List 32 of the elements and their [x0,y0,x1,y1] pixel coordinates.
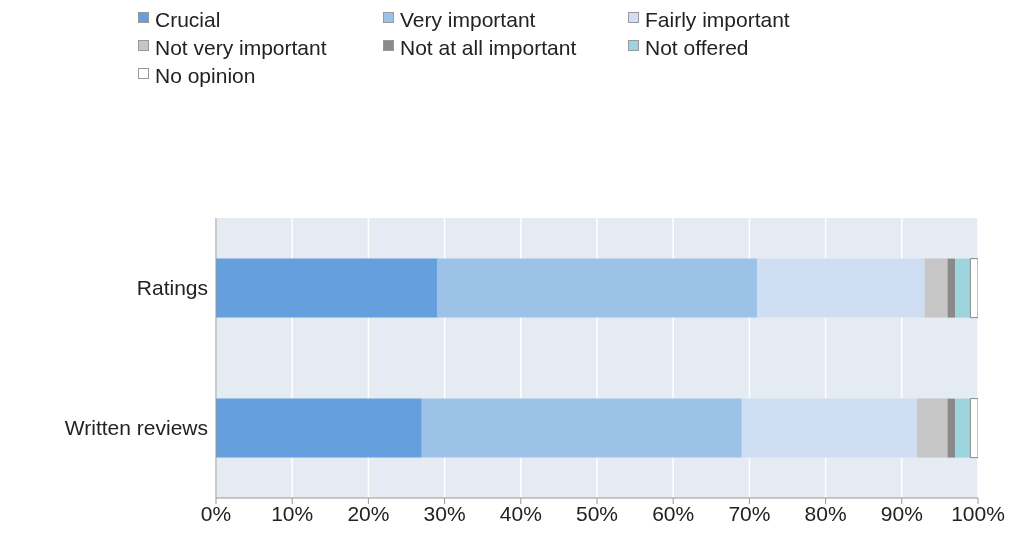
legend-label: Not at all important [400,36,577,60]
legend-label: Crucial [155,8,221,32]
bar [917,398,948,458]
x-tick-label: 60% [652,501,695,525]
bar [947,258,956,318]
legend-label: Not offered [645,36,749,60]
legend-label: No opinion [155,64,256,88]
x-tick-label: 10% [271,501,314,525]
legend-label: Not very important [155,36,327,60]
x-tick-label: 90% [880,501,923,525]
bar [924,258,948,318]
x-tick-label: 50% [575,501,619,525]
x-tick-label: 30% [423,501,466,525]
bar [741,398,918,458]
bar [955,258,971,318]
x-tick-label: 80% [804,501,847,525]
bar [216,258,437,318]
y-tick-label: Ratings [136,276,208,300]
bar [436,258,758,318]
legend-label: Fairly important [645,8,790,32]
x-tick-label: 40% [499,501,542,525]
bar [421,398,742,458]
bar [216,398,422,458]
legend-label: Very important [400,8,536,32]
y-tick-label: Written reviews [64,416,208,440]
x-tick-label: 70% [728,501,771,525]
bar [955,398,971,458]
bar [947,398,956,458]
x-tick-label: 100% [951,501,1005,525]
x-tick-label: 20% [347,501,390,525]
bar [757,258,925,318]
x-tick-label: 0% [200,501,232,525]
